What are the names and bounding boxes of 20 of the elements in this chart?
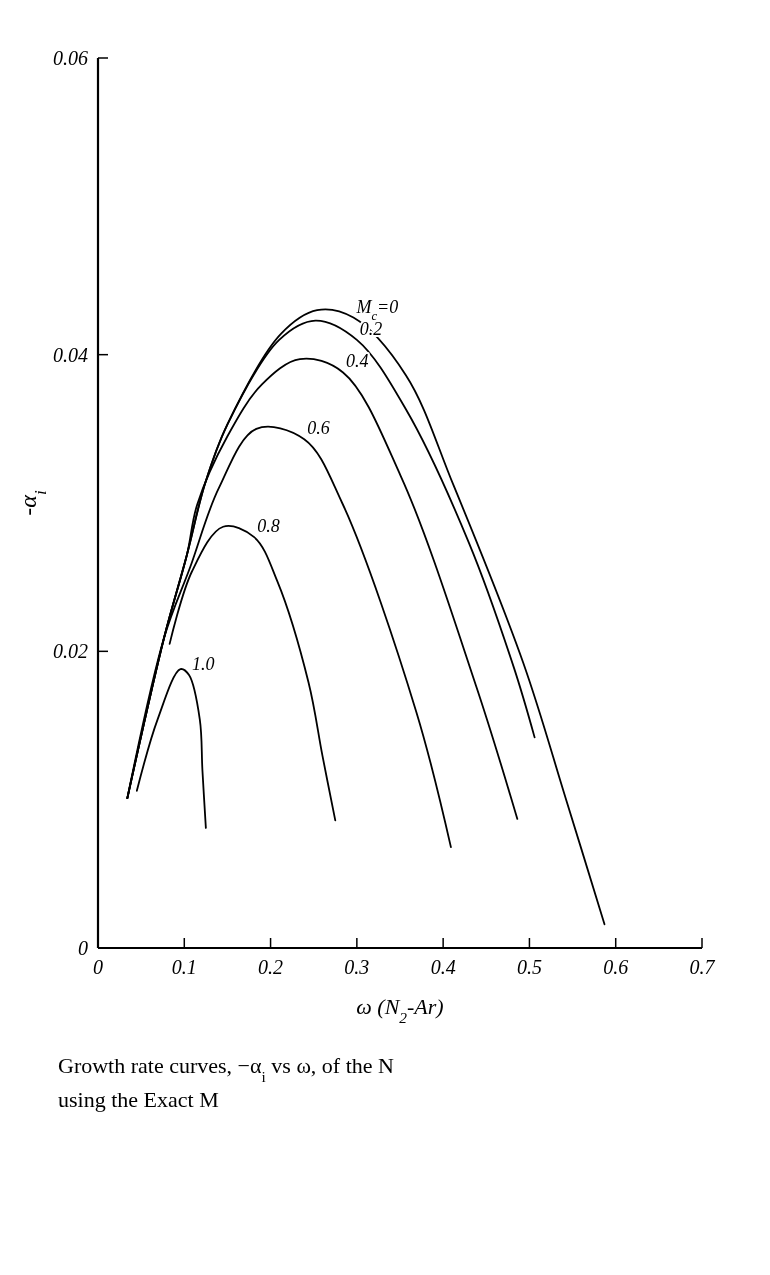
y-tick-label: 0.04	[53, 343, 88, 366]
x-axis-title: ω (N$_{2}$-Ar)	[356, 994, 444, 1026]
series-label: 1.0	[192, 654, 215, 675]
x-tick-label: 0.3	[344, 956, 370, 978]
series-label: M$_{c}$=0	[355, 296, 399, 323]
x-tick-label: 0.4	[430, 956, 456, 978]
text: Growth rate curves, −α$_{i}$ vs ω, of the N	[58, 1053, 395, 1085]
series-label: 0.8	[257, 516, 280, 537]
x-tick-label: 0.5	[516, 956, 542, 978]
y-tick-label: 0.06	[53, 47, 88, 69]
series-label: 0.6	[307, 418, 330, 439]
y-tick-label: 0.02	[53, 640, 88, 663]
x-tick-label: 0	[93, 956, 103, 978]
text: using the Exact M	[58, 1087, 219, 1112]
x-tick-label: 0.2	[258, 956, 284, 978]
y-tick-label: 0	[78, 937, 88, 959]
x-tick-label: 0.7	[689, 956, 716, 978]
series-label: 0.4	[346, 351, 369, 372]
x-tick-label: 0.1	[171, 956, 197, 978]
x-tick-label: 0.6	[603, 956, 629, 978]
